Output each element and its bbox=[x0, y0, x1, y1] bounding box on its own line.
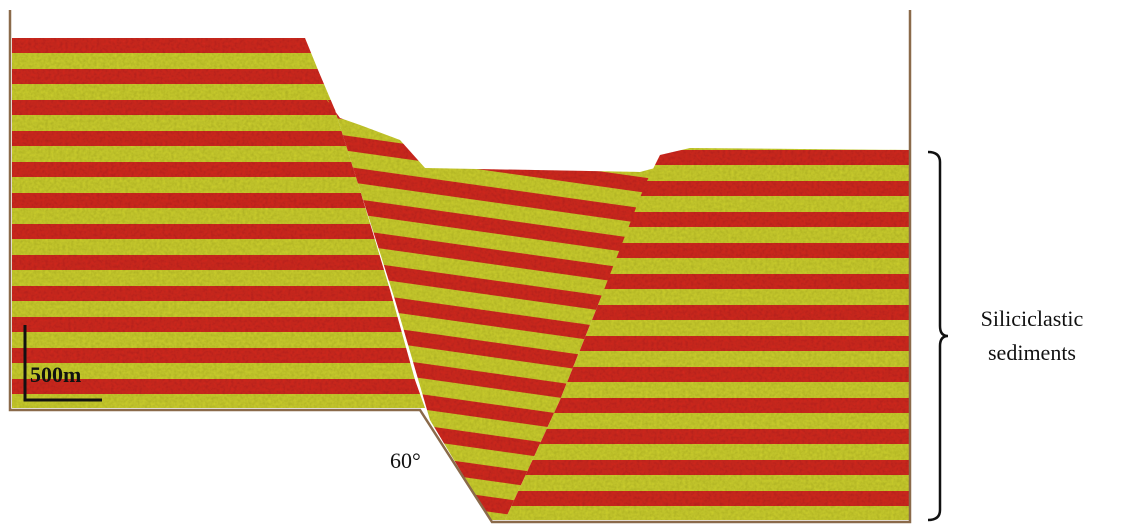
sediment-layers bbox=[12, 38, 910, 520]
figure: 500m 60° Siliciclastic sediments bbox=[0, 0, 1127, 527]
scale-label: 500m bbox=[30, 362, 81, 387]
bracket-shape bbox=[928, 152, 948, 520]
bracket-label-line: Siliciclastic bbox=[981, 306, 1084, 331]
angle-label: 60° bbox=[390, 448, 421, 473]
bracket-label-line: sediments bbox=[988, 340, 1076, 365]
footwall-left bbox=[12, 38, 425, 408]
bracket bbox=[928, 152, 948, 520]
